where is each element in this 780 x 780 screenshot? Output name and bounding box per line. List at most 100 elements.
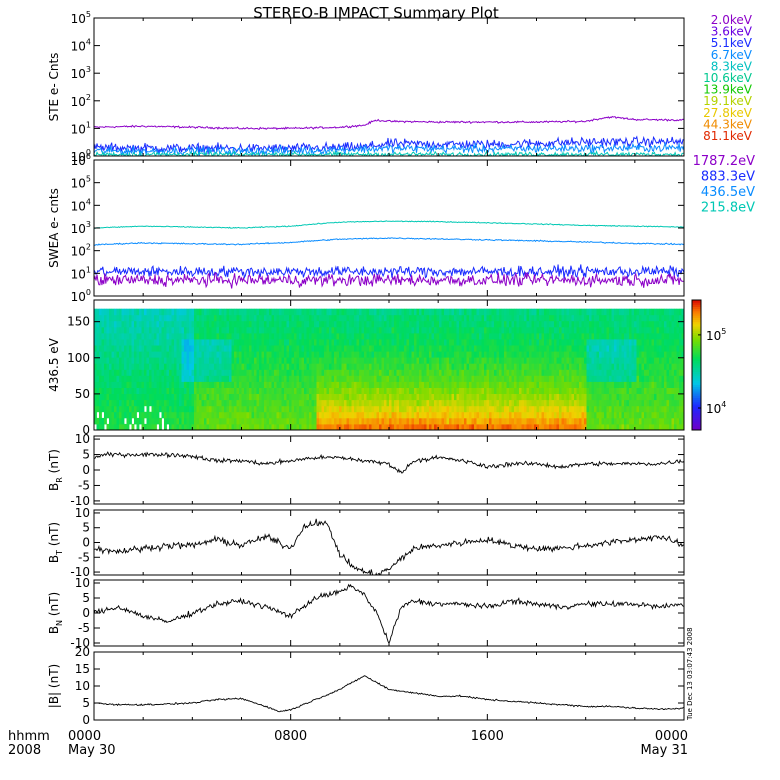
heatmap-cell (106, 411, 110, 419)
heatmap-cell (389, 326, 392, 334)
heatmap-cell (624, 375, 627, 382)
heatmap-cell (151, 387, 155, 394)
heatmap-cell (581, 387, 585, 394)
heatmap-cell (634, 332, 637, 340)
heatmap-cell (586, 345, 590, 352)
heatmap-cell (409, 369, 412, 376)
heatmap-cell (129, 326, 132, 334)
heatmap-cell (234, 375, 237, 382)
heatmap-cell (614, 387, 617, 394)
heatmap-cell (451, 393, 455, 401)
heatmap-cell (459, 339, 462, 346)
heatmap-cell (204, 417, 207, 425)
heatmap-cell (514, 423, 517, 430)
heatmap-cell (139, 375, 142, 382)
heatmap-cell (424, 405, 427, 413)
heatmap-cell (426, 308, 430, 316)
heatmap-cell (139, 357, 142, 364)
heatmap-cell (366, 417, 370, 425)
heatmap-cell (226, 326, 230, 334)
heatmap-cell (216, 339, 220, 346)
heatmap-cell (264, 339, 267, 346)
heatmap-cell (219, 351, 222, 358)
heatmap-cell (531, 351, 535, 358)
heatmap-cell (521, 326, 525, 334)
heatmap-cell (474, 411, 477, 419)
heatmap-cell (361, 387, 365, 394)
heatmap-cell (519, 308, 522, 316)
heatmap-cell (596, 417, 600, 425)
heatmap-cell (559, 308, 562, 316)
heatmap-cell (481, 326, 485, 334)
heatmap-cell (624, 357, 627, 364)
heatmap-cell (124, 326, 127, 334)
heatmap-cell (459, 314, 462, 322)
heatmap-cell (369, 339, 372, 346)
heatmap-cell (211, 381, 215, 388)
heatmap-cell (264, 345, 267, 352)
heatmap-cell (176, 375, 180, 382)
heatmap-cell (119, 423, 122, 430)
heatmap-cell (111, 423, 115, 430)
heatmap-cell (681, 375, 684, 382)
heatmap-cell (399, 369, 402, 376)
heatmap-cell (536, 381, 540, 388)
heatmap-cell (134, 411, 137, 419)
heatmap-cell (291, 411, 295, 419)
heatmap-cell (341, 423, 345, 430)
heatmap-cell (611, 332, 615, 340)
heatmap-cell (651, 399, 655, 407)
heatmap-cell (434, 339, 437, 346)
heatmap-cell (96, 363, 100, 370)
heatmap-cell (624, 332, 627, 340)
heatmap-cell (486, 326, 490, 334)
heatmap-cell (344, 363, 347, 370)
heatmap-cell (171, 326, 175, 334)
heatmap-cell (339, 351, 342, 358)
heatmap-cell (641, 357, 645, 364)
heatmap-cell (564, 320, 567, 328)
heatmap-cell (391, 332, 395, 340)
heatmap-cell (286, 405, 290, 413)
colorbar-step (692, 310, 701, 314)
heatmap-cell (426, 375, 430, 382)
heatmap-cell (371, 417, 375, 425)
heatmap-cell (269, 417, 272, 425)
heatmap-cell (249, 375, 252, 382)
heatmap-cell (221, 345, 225, 352)
heatmap-cell (621, 308, 625, 316)
heatmap-cell (329, 357, 332, 364)
heatmap-cell (364, 381, 367, 388)
heatmap-cell (224, 326, 227, 334)
heatmap-cell (296, 363, 300, 370)
heatmap-cell (644, 320, 647, 328)
heatmap-cell (391, 345, 395, 352)
heatmap-cell (646, 339, 650, 346)
heatmap-cell (221, 369, 225, 376)
heatmap-cell (324, 369, 327, 376)
heatmap-cell (106, 363, 110, 370)
heatmap-cell (144, 326, 147, 334)
heatmap-cell (426, 381, 430, 388)
heatmap-cell (451, 308, 455, 316)
heatmap-cell (439, 369, 442, 376)
heatmap-cell (179, 417, 182, 425)
heatmap-cell (271, 351, 275, 358)
heatmap-cell (399, 314, 402, 322)
heatmap-cell (294, 339, 297, 346)
heatmap-cell (179, 381, 182, 388)
heatmap-cell (614, 326, 617, 334)
heatmap-cell (194, 381, 197, 388)
heatmap-cell (119, 399, 122, 407)
heatmap-cell (661, 326, 665, 334)
heatmap-cell (234, 405, 237, 413)
heatmap-cell (326, 423, 330, 430)
heatmap-cell (416, 411, 420, 419)
heatmap-cell (611, 417, 615, 425)
heatmap-cell (401, 351, 405, 358)
heatmap-cell (496, 405, 500, 413)
heatmap-cell (494, 393, 497, 401)
heatmap-cell (381, 369, 385, 376)
heatmap-cell (236, 399, 240, 407)
